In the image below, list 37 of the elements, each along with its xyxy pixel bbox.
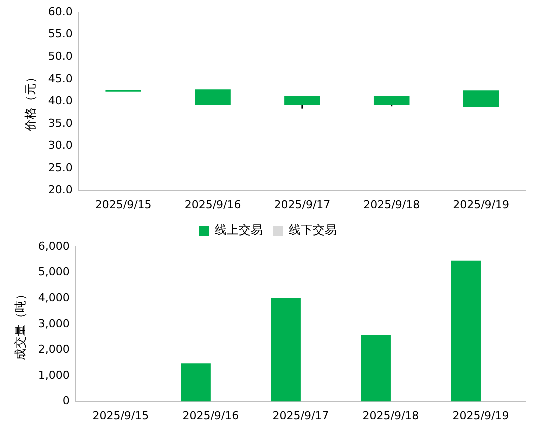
y-tick-label: 45.0 (48, 72, 73, 86)
x-tick-label: 2025/9/19 (453, 198, 510, 212)
y-tick-label: 1,000 (38, 368, 70, 382)
bar (451, 260, 481, 402)
y-tick-label: 60.0 (48, 5, 73, 18)
x-tick-label: 2025/9/18 (364, 198, 420, 212)
y-tick-label: 4,000 (38, 291, 70, 304)
x-tick-label: 2025/9/15 (92, 409, 150, 422)
y-tick-label: 5,000 (38, 266, 70, 279)
legend-label: 线下交易 (289, 223, 337, 238)
y-tick-label: 30.0 (48, 139, 73, 152)
candlestick (284, 96, 320, 110)
y-tick-label: 40.0 (48, 94, 73, 108)
y-tick-label: 0 (62, 394, 70, 408)
y-tick-label: 2,000 (38, 343, 70, 356)
x-tick-label: 2025/9/17 (274, 198, 331, 212)
bar (271, 298, 301, 402)
y-tick-label: 25.0 (48, 161, 73, 174)
x-tick-label: 2025/9/16 (182, 409, 240, 422)
x-tick-label: 2025/9/15 (95, 198, 152, 212)
legend-label: 线上交易 (215, 223, 263, 238)
y-tick-label: 3,000 (38, 317, 70, 330)
y-tick-label: 35.0 (48, 116, 73, 130)
x-tick-label: 2025/9/18 (362, 409, 420, 422)
y-axis-title: 价格（元） (23, 72, 38, 133)
y-tick-label: 20.0 (48, 184, 73, 197)
bar (361, 335, 391, 402)
y-tick-label: 50.0 (48, 50, 73, 64)
candlestick (195, 90, 231, 106)
bar (181, 364, 211, 402)
x-tick-label: 2025/9/17 (272, 409, 330, 422)
x-tick-label: 2025/9/16 (184, 198, 242, 212)
x-tick-label: 2025/9/19 (452, 409, 510, 422)
y-axis-title: 成交量（吨） (13, 288, 28, 360)
y-tick-label: 55.0 (48, 28, 73, 41)
y-tick-label: 6,000 (38, 240, 70, 253)
candlestick (463, 90, 500, 108)
